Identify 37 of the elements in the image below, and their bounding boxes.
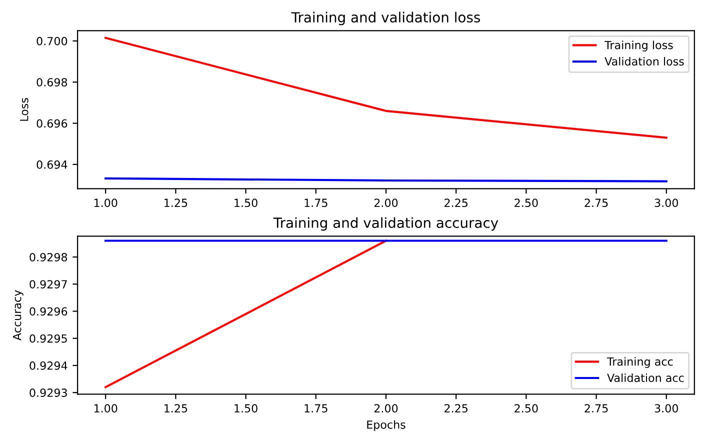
y-tick-label: 0.700 xyxy=(36,36,68,46)
x-tick-label: 3.00 xyxy=(654,404,678,413)
y-tick-label: 0.9295 xyxy=(30,334,67,343)
x-tick-label: 2.50 xyxy=(514,404,538,413)
x-tick-label: 2.75 xyxy=(584,404,608,413)
x-tick-label: 2.00 xyxy=(374,198,398,208)
legend-label: Validation acc xyxy=(607,373,684,382)
y-tick-label: 0.9296 xyxy=(30,307,68,316)
x-tick-label: 2.00 xyxy=(374,404,398,413)
y-tick-label: 0.696 xyxy=(36,119,68,128)
x-tick-label: 2.75 xyxy=(584,198,608,208)
x-tick-label: 1.75 xyxy=(304,404,328,413)
y-axis-title: Loss xyxy=(20,98,28,121)
x-tick-label: 2.50 xyxy=(514,198,538,208)
y-tick-label: 0.9294 xyxy=(30,361,68,370)
x-tick-label: 1.50 xyxy=(234,404,258,413)
x-tick-label: 1.25 xyxy=(164,404,188,413)
x-tick-label: 2.25 xyxy=(444,404,468,413)
x-tick-label: 1.00 xyxy=(94,404,118,413)
legend-label: Validation loss xyxy=(604,56,684,66)
y-axis-title: Accuracy xyxy=(12,290,24,340)
y-tick-label: 0.694 xyxy=(36,160,68,169)
x-axis-title: Epochs xyxy=(367,420,406,431)
x-tick-label: 1.50 xyxy=(234,198,258,208)
legend-label: Training loss xyxy=(604,40,673,52)
y-tick-label: 0.9293 xyxy=(30,388,67,397)
legend-label: Training acc xyxy=(606,357,673,368)
x-tick-label: 1.00 xyxy=(94,198,118,208)
y-tick-label: 0.9298 xyxy=(30,252,68,262)
x-tick-label: 1.25 xyxy=(164,198,188,208)
x-tick-label: 1.75 xyxy=(304,198,328,208)
chart-title: Training and validation accuracy xyxy=(273,217,498,231)
chart-title: Training and validation loss xyxy=(291,12,480,26)
x-tick-label: 3.00 xyxy=(654,198,678,208)
y-tick-label: 0.698 xyxy=(36,78,68,86)
y-tick-label: 0.9297 xyxy=(30,280,67,289)
x-tick-label: 2.25 xyxy=(444,198,468,208)
